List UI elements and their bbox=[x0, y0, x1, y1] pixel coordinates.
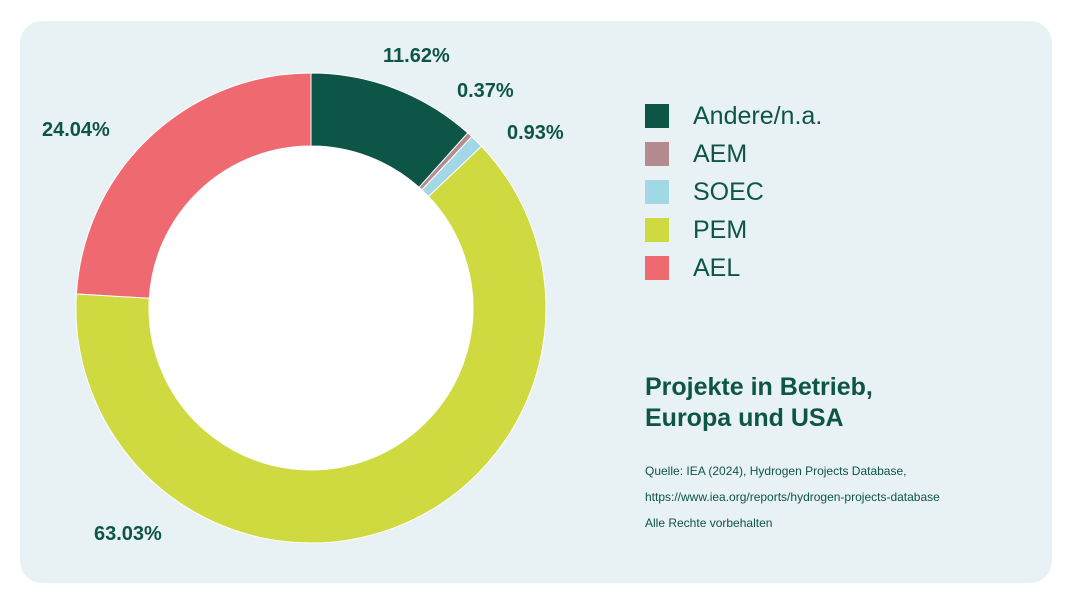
legend: Andere/n.a. AEM SOEC PEM AEL bbox=[645, 97, 822, 287]
data-label-aem: 0.37% bbox=[457, 80, 514, 102]
chart-title-line-1: Projekte in Betrieb, bbox=[645, 373, 873, 401]
legend-swatch-soec bbox=[645, 180, 669, 204]
chart-title: Projekte in Betrieb, Europa und USA bbox=[645, 372, 1045, 434]
donut-hole bbox=[149, 146, 473, 470]
legend-item-soec: SOEC bbox=[645, 173, 822, 211]
legend-label-aem: AEM bbox=[693, 139, 748, 168]
legend-label-ael: AEL bbox=[693, 253, 741, 282]
data-label-pem: 63.03% bbox=[94, 523, 162, 545]
legend-label-soec: SOEC bbox=[693, 177, 764, 206]
data-label-ael: 24.04% bbox=[42, 119, 110, 141]
source-line-rights: Alle Rechte vorbehalten bbox=[645, 516, 773, 530]
legend-item-ael: AEL bbox=[645, 249, 822, 287]
source-note: Quelle: IEA (2024), Hydrogen Projects Da… bbox=[645, 458, 1045, 536]
legend-swatch-aem bbox=[645, 142, 669, 166]
legend-swatch-andere bbox=[645, 104, 669, 128]
source-line-citation: Quelle: IEA (2024), Hydrogen Projects Da… bbox=[645, 464, 907, 478]
legend-swatch-ael bbox=[645, 256, 669, 280]
legend-swatch-pem bbox=[645, 218, 669, 242]
legend-item-aem: AEM bbox=[645, 135, 822, 173]
legend-item-pem: PEM bbox=[645, 211, 822, 249]
legend-label-pem: PEM bbox=[693, 215, 748, 244]
source-line-url[interactable]: https://www.iea.org/reports/hydrogen-pro… bbox=[645, 490, 940, 504]
legend-item-andere: Andere/n.a. bbox=[645, 97, 822, 135]
chart-title-line-2: Europa und USA bbox=[645, 404, 844, 432]
data-label-soec: 0.93% bbox=[507, 122, 564, 144]
legend-label-andere: Andere/n.a. bbox=[693, 101, 823, 130]
data-label-andere: 11.62% bbox=[383, 45, 450, 67]
